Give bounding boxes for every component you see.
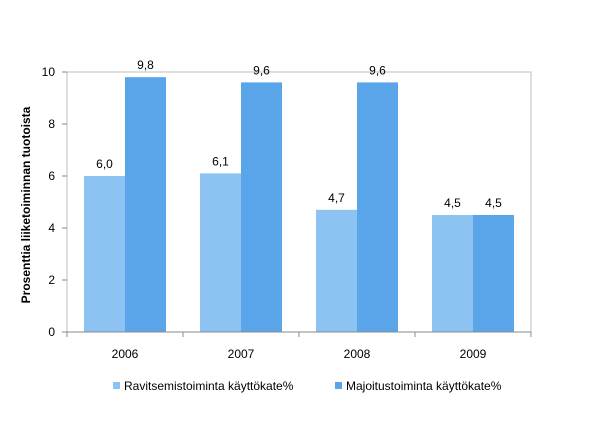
y-tick-label: 4 bbox=[48, 221, 55, 235]
legend-swatch bbox=[113, 382, 120, 389]
y-tick-label: 10 bbox=[42, 65, 56, 79]
data-label: 9,6 bbox=[253, 63, 270, 77]
bar-ravitsemistoiminta-2009 bbox=[432, 215, 473, 332]
data-label: 9,6 bbox=[369, 63, 386, 77]
bar-majoitustoiminta-2006 bbox=[125, 77, 166, 332]
bars: 6,0 9,8 6,1 9,6 4,7 9,6 4,5 4,5 bbox=[84, 58, 514, 333]
data-label: 4,7 bbox=[328, 191, 345, 205]
y-tick-label: 2 bbox=[48, 273, 55, 287]
legend-swatch bbox=[335, 382, 342, 389]
x-tick-label: 2008 bbox=[344, 347, 371, 361]
bar-majoitustoiminta-2009 bbox=[473, 215, 514, 332]
y-tick-label: 8 bbox=[48, 117, 55, 131]
x-tick-label: 2007 bbox=[228, 347, 255, 361]
data-label: 9,8 bbox=[137, 58, 154, 72]
legend-label: Ravitsemistoiminta käyttökate% bbox=[124, 379, 294, 393]
bar-ravitsemistoiminta-2006 bbox=[84, 176, 125, 332]
bar-ravitsemistoiminta-2007 bbox=[200, 173, 241, 332]
x-tick-label: 2009 bbox=[460, 347, 487, 361]
y-axis-title: Prosenttia liiketoiminnan tuotoista bbox=[19, 106, 33, 303]
y-tick-label: 6 bbox=[48, 169, 55, 183]
bar-ravitsemistoiminta-2008 bbox=[316, 209, 357, 332]
data-label: 4,5 bbox=[485, 196, 502, 210]
x-tick-label: 2006 bbox=[112, 347, 139, 361]
bar-majoitustoiminta-2007 bbox=[241, 82, 282, 333]
data-label: 4,5 bbox=[444, 196, 461, 210]
legend-label: Majoitustoiminta käyttökate% bbox=[346, 379, 502, 393]
y-axis-ticks: 0 2 4 6 8 10 bbox=[42, 65, 67, 339]
data-label: 6,1 bbox=[212, 154, 229, 168]
legend: Ravitsemistoiminta käyttökate% Majoitusto… bbox=[113, 379, 502, 393]
data-label: 6,0 bbox=[96, 157, 113, 171]
y-tick-label: 0 bbox=[48, 325, 55, 339]
bar-majoitustoiminta-2008 bbox=[357, 82, 398, 333]
x-axis-ticks: 2006 2007 2008 2009 bbox=[66, 331, 532, 361]
